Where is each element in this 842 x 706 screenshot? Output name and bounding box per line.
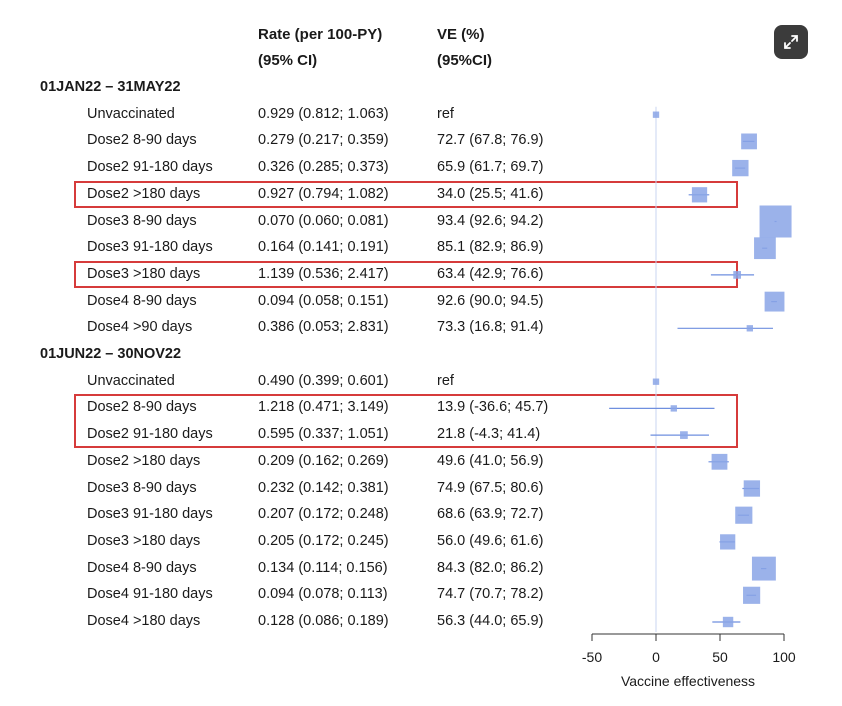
row-rate: 0.279 (0.217; 0.359) <box>258 132 389 149</box>
row-ve: ref <box>437 372 454 389</box>
row-group-label: Dose3 91-180 days <box>87 239 213 256</box>
point-marker <box>652 378 660 385</box>
point-marker <box>720 534 736 550</box>
expand-button[interactable] <box>774 25 808 59</box>
point-marker <box>746 325 753 332</box>
row-ve: 73.3 (16.8; 91.4) <box>437 319 544 336</box>
row-rate: 0.094 (0.058; 0.151) <box>258 292 389 309</box>
x-tick-label: 0 <box>652 649 660 665</box>
row-group-label: Dose2 >180 days <box>87 185 201 202</box>
point-marker <box>751 556 776 581</box>
row-group-label: Dose4 8-90 days <box>87 559 197 576</box>
row-ve: 84.3 (82.0; 86.2) <box>437 559 544 576</box>
row-rate: 0.070 (0.060; 0.081) <box>258 212 389 229</box>
point-marker <box>652 111 660 118</box>
row-ve: 93.4 (92.6; 94.2) <box>437 212 544 229</box>
row-ve: 21.8 (-4.3; 41.4) <box>437 426 541 443</box>
row-ve: 56.3 (44.0; 65.9) <box>437 613 544 629</box>
point-marker <box>735 506 753 524</box>
row-ve: 34.0 (25.5; 41.6) <box>437 185 544 202</box>
row-ve: 56.0 (49.6; 61.6) <box>437 532 544 549</box>
point-marker <box>733 271 742 279</box>
row-ve: 92.6 (90.0; 94.5) <box>437 292 544 309</box>
row-ve: 74.9 (67.5; 80.6) <box>437 479 544 496</box>
row-ve: 13.9 (-36.6; 45.7) <box>437 399 549 416</box>
row-group-label: Dose3 >180 days <box>87 265 201 282</box>
row-ve: 72.7 (67.8; 76.9) <box>437 132 544 149</box>
x-tick-label: 100 <box>772 649 796 665</box>
row-group-label: Unvaccinated <box>87 105 175 122</box>
x-axis-label: Vaccine effectiveness <box>621 673 755 689</box>
point-marker <box>691 187 708 203</box>
point-marker <box>754 237 776 260</box>
point-marker <box>680 431 688 439</box>
point-marker <box>732 159 749 177</box>
rate-header-line1: Rate (per 100-PY) <box>258 26 383 43</box>
row-rate: 0.207 (0.172; 0.248) <box>258 506 389 523</box>
row-rate: 0.209 (0.162; 0.269) <box>258 452 389 469</box>
row-group-label: Dose2 91-180 days <box>87 159 213 176</box>
row-ve: 68.6 (63.9; 72.7) <box>437 506 544 523</box>
x-tick-label: -50 <box>582 649 602 665</box>
row-group-label: Dose3 8-90 days <box>87 479 197 496</box>
row-rate: 0.929 (0.812; 1.063) <box>258 105 389 122</box>
row-group-label: Unvaccinated <box>87 372 175 389</box>
point-marker <box>722 616 734 628</box>
row-rate: 0.164 (0.141; 0.191) <box>258 239 389 256</box>
row-rate: 0.232 (0.142; 0.381) <box>258 479 389 496</box>
row-ve: ref <box>437 105 454 122</box>
row-rate: 0.386 (0.053; 2.831) <box>258 319 389 336</box>
row-rate: 1.218 (0.471; 3.149) <box>258 399 389 416</box>
ve-header-line2: (95%CI) <box>437 52 493 69</box>
highlight-box <box>74 394 738 449</box>
row-rate: 0.128 (0.086; 0.189) <box>258 613 389 629</box>
row-rate: 0.490 (0.399; 0.601) <box>258 372 389 389</box>
row-ve: 65.9 (61.7; 69.7) <box>437 159 544 176</box>
expand-icon <box>784 35 798 49</box>
point-marker <box>743 480 761 497</box>
x-tick-label: 50 <box>712 649 728 665</box>
row-rate: 0.595 (0.337; 1.051) <box>258 426 389 443</box>
row-rate: 0.205 (0.172; 0.245) <box>258 532 389 549</box>
row-rate: 0.134 (0.114; 0.156) <box>258 559 388 576</box>
row-group-label: Dose4 8-90 days <box>87 292 197 309</box>
row-group-label: Dose4 >90 days <box>87 319 193 336</box>
row-ve: 63.4 (42.9; 76.6) <box>437 265 544 282</box>
point-marker <box>741 133 757 150</box>
section-label: 01JUN22 – 30NOV22 <box>40 346 182 362</box>
point-marker <box>711 453 728 470</box>
row-rate: 0.094 (0.078; 0.113) <box>258 586 388 603</box>
row-rate: 0.927 (0.794; 1.082) <box>258 185 389 202</box>
row-group-label: Dose3 >180 days <box>87 532 201 549</box>
section-label: 01JAN22 – 31MAY22 <box>40 79 181 95</box>
row-group-label: Dose3 8-90 days <box>87 212 197 229</box>
row-group-label: Dose4 91-180 days <box>87 586 213 603</box>
ve-header-line1: VE (%) <box>437 26 485 43</box>
row-group-label: Dose2 8-90 days <box>87 399 197 416</box>
row-rate: 0.326 (0.285; 0.373) <box>258 159 389 176</box>
row-group-label: Dose2 >180 days <box>87 452 201 469</box>
point-marker <box>764 291 785 312</box>
highlight-box <box>74 180 738 208</box>
point-marker <box>759 205 792 238</box>
row-ve: 85.1 (82.9; 86.9) <box>437 239 544 256</box>
row-ve: 49.6 (41.0; 56.9) <box>437 452 544 469</box>
row-group-label: Dose2 8-90 days <box>87 132 197 149</box>
row-group-label: Dose4 >180 days <box>87 613 201 629</box>
row-group-label: Dose3 91-180 days <box>87 506 213 523</box>
point-marker <box>743 586 761 604</box>
row-rate: 1.139 (0.536; 2.417) <box>258 265 389 282</box>
row-ve: 74.7 (70.7; 78.2) <box>437 586 544 603</box>
rate-header-line2: (95% CI) <box>258 52 318 69</box>
point-marker <box>670 405 677 412</box>
row-group-label: Dose2 91-180 days <box>87 426 213 443</box>
